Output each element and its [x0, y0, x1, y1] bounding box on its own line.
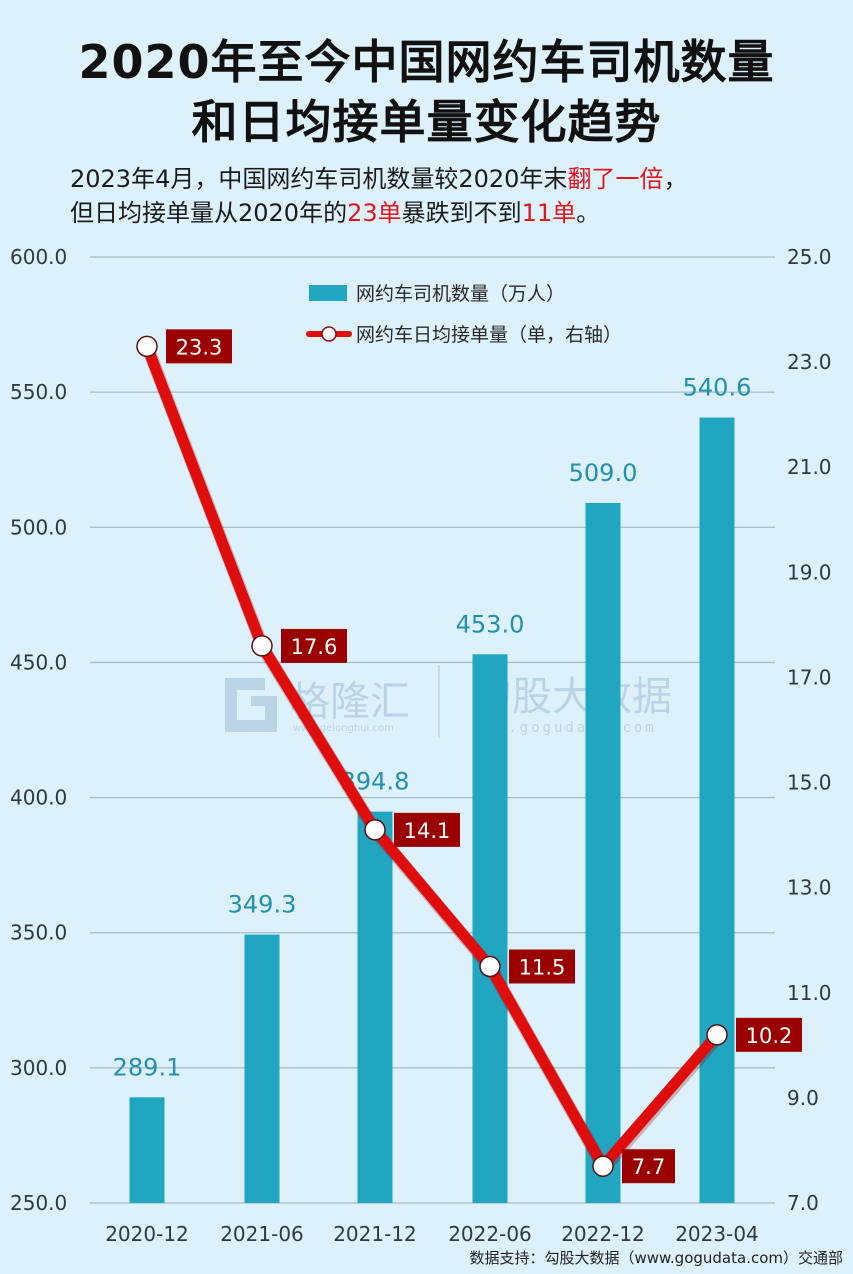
x-axis-tick: 2020-12	[105, 1222, 189, 1246]
line-value-label: 10.2	[746, 1024, 793, 1048]
left-axis-tick: 300.0	[10, 1056, 67, 1080]
right-axis-tick: 25.0	[787, 245, 832, 269]
left-axis-tick: 400.0	[10, 786, 67, 810]
right-axis-tick: 13.0	[787, 876, 832, 900]
line-value-label: 17.6	[291, 635, 338, 659]
subtitle-highlight: 翻了一倍	[567, 165, 664, 193]
line-point-marker	[479, 955, 501, 978]
gelonghui-logo-icon	[225, 678, 277, 732]
line-value-badge	[166, 329, 232, 364]
line-point-marker	[364, 819, 386, 841]
bar-value-label: 540.6	[683, 374, 752, 402]
bar-value-label: 453.0	[456, 610, 525, 638]
x-axis-tick: 2022-06	[448, 1222, 532, 1246]
right-y-axis: 25.0 23.0 21.0 19.0 17.0 15.0 13.0 11.0 9.0 7.0	[787, 245, 832, 1215]
subtitle-text: 但日均接单量从2020年的	[70, 199, 348, 227]
right-axis-tick: 21.0	[787, 455, 832, 479]
gridlines	[90, 256, 775, 1204]
legend-bar-label: 网约车司机数量（万人）	[356, 283, 565, 305]
bar	[585, 502, 621, 1204]
legend-bar-swatch-icon	[309, 285, 347, 301]
line-point-marker	[706, 1024, 728, 1046]
line-point-marker	[251, 635, 273, 657]
line-value-badge	[394, 812, 460, 847]
left-axis-tick: 350.0	[10, 921, 67, 945]
subtitle-text: ，	[663, 165, 688, 193]
right-axis-tick: 9.0	[787, 1086, 819, 1110]
line-value-label: 11.5	[519, 956, 566, 980]
line-path	[141, 344, 722, 1172]
bar-value-label: 289.1	[113, 1053, 182, 1081]
left-axis-tick: 600.0	[10, 245, 67, 269]
subtitle-text: 暴跌到不到	[401, 199, 522, 227]
left-y-axis: 600.0 550.0 500.0 450.0 400.0 350.0 300.0 250.0	[10, 245, 67, 1215]
line-point-marker	[592, 1155, 614, 1177]
bar	[244, 934, 280, 1203]
line-series-daily-orders: 23.3 17.6 14.1 11.5 7.7 10.2	[136, 329, 802, 1184]
left-axis-tick: 500.0	[10, 515, 67, 539]
subtitle-line-2: 但日均接单量从2020年的23单暴跌到不到11单。	[70, 197, 830, 230]
bar	[129, 1097, 165, 1203]
chart-title-line-1: 2020年至今中国网约车司机数量	[78, 35, 775, 89]
data-source-note: 数据支持：勾股大数据（www.gogudata.com）交通部	[469, 1249, 843, 1267]
bar	[699, 417, 735, 1204]
line-value-badge	[622, 1149, 675, 1184]
subtitle-text: 。	[576, 199, 601, 227]
subtitle-highlight: 11单	[521, 199, 577, 227]
right-axis-tick: 17.0	[787, 665, 832, 689]
left-axis-tick: 450.0	[10, 650, 67, 674]
x-axis-tick: 2021-06	[220, 1222, 304, 1246]
line-value-label: 7.7	[632, 1155, 665, 1179]
legend-line-label: 网约车日均接单量（单，右轴）	[356, 324, 622, 346]
line-value-badge	[736, 1017, 802, 1052]
bar-value-label: 509.0	[569, 459, 638, 487]
line-point-marker	[136, 335, 158, 358]
bar	[472, 654, 508, 1203]
subtitle-line-1: 2023年4月，中国网约车司机数量较2020年末翻了一倍，	[70, 163, 830, 196]
right-axis-tick: 15.0	[787, 771, 832, 795]
legend: 网约车司机数量（万人） 网约车日均接单量（单，右轴）	[306, 283, 622, 346]
legend-line-marker-icon	[306, 326, 352, 342]
left-axis-tick: 550.0	[10, 380, 67, 404]
subtitle-highlight: 23单	[347, 199, 402, 227]
left-axis-tick: 250.0	[10, 1191, 67, 1215]
bar-series-drivers	[129, 417, 735, 1204]
right-axis-tick: 19.0	[787, 560, 832, 584]
x-axis: 2020-12 2021-06 2021-12 2022-06 2022-12 2023-…	[105, 1222, 759, 1246]
right-axis-tick: 7.0	[787, 1191, 819, 1215]
bar-value-label: 349.3	[228, 891, 297, 919]
line-value-label: 14.1	[404, 819, 451, 843]
line-value-badge	[509, 949, 575, 984]
chart-title-line-2: 和日均接单量变化趋势	[191, 95, 662, 149]
x-axis-tick: 2023-04	[675, 1222, 759, 1246]
x-axis-tick: 2021-12	[333, 1222, 417, 1246]
right-axis-tick: 23.0	[787, 350, 832, 374]
watermark-left-url: www.gelonghui.com	[293, 723, 394, 734]
subtitle-text: 2023年4月，中国网约车司机数量较2020年末	[70, 165, 568, 193]
line-value-label: 23.3	[176, 335, 223, 359]
line-value-badge	[281, 628, 347, 663]
x-axis-tick: 2022-12	[561, 1222, 645, 1246]
right-axis-tick: 11.0	[787, 981, 832, 1005]
bar	[357, 811, 393, 1203]
